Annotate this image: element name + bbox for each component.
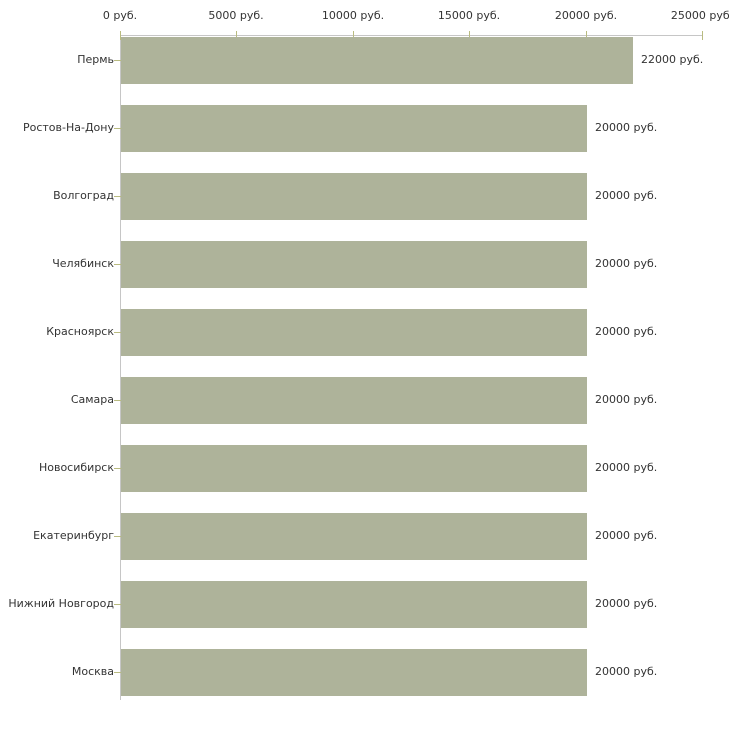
bar-value-label: 20000 руб.	[595, 665, 658, 678]
x-axis-tick-label: 10000 руб.	[321, 9, 385, 22]
category-label: Красноярск	[46, 325, 114, 338]
category-tick	[114, 604, 121, 605]
category-tick	[114, 332, 121, 333]
x-axis-tick-label: 20000 руб.	[554, 9, 618, 22]
x-axis-line	[120, 35, 702, 36]
bar-value-label: 20000 руб.	[595, 257, 658, 270]
bar	[121, 173, 587, 220]
bar	[121, 581, 587, 628]
category-label: Москва	[71, 665, 114, 678]
bar-value-label: 20000 руб.	[595, 461, 658, 474]
bar	[121, 37, 633, 84]
bar-value-label: 20000 руб.	[595, 189, 658, 202]
category-tick	[114, 468, 121, 469]
category-label: Новосибирск	[38, 461, 114, 474]
category-tick	[114, 400, 121, 401]
x-axis-tick	[586, 31, 587, 40]
category-label: Нижний Новгород	[8, 597, 114, 610]
x-axis-tick-label: 5000 руб.	[208, 9, 264, 22]
bar-value-label: 20000 руб.	[595, 121, 658, 134]
x-axis-tick-label: 0 руб.	[102, 9, 138, 22]
bar	[121, 105, 587, 152]
category-label: Пермь	[77, 53, 114, 66]
bar-value-label: 22000 руб.	[641, 53, 704, 66]
x-axis-tick	[236, 31, 237, 40]
category-label: Екатеринбург	[33, 529, 114, 542]
category-tick	[114, 672, 121, 673]
bar	[121, 445, 587, 492]
category-label: Ростов-На-Дону	[22, 121, 114, 134]
category-tick	[114, 60, 121, 61]
category-label: Волгоград	[53, 189, 114, 202]
x-axis-tick	[702, 31, 703, 40]
y-axis-line	[120, 35, 121, 700]
bar-value-label: 20000 руб.	[595, 393, 658, 406]
x-axis-tick	[353, 31, 354, 40]
bar-value-label: 20000 руб.	[595, 325, 658, 338]
bar	[121, 241, 587, 288]
category-tick	[114, 196, 121, 197]
bar	[121, 377, 587, 424]
category-tick	[114, 536, 121, 537]
bar-value-label: 20000 руб.	[595, 529, 658, 542]
category-tick	[114, 264, 121, 265]
category-tick	[114, 128, 121, 129]
category-label: Челябинск	[52, 257, 114, 270]
bar	[121, 513, 587, 560]
x-axis-tick-label: 25000 руб.	[670, 9, 730, 22]
x-axis-tick	[120, 31, 121, 40]
category-label: Самара	[70, 393, 114, 406]
x-axis-tick	[469, 31, 470, 40]
bar	[121, 309, 587, 356]
bar-value-label: 20000 руб.	[595, 597, 658, 610]
x-axis-tick-label: 15000 руб.	[437, 9, 501, 22]
bar	[121, 649, 587, 696]
